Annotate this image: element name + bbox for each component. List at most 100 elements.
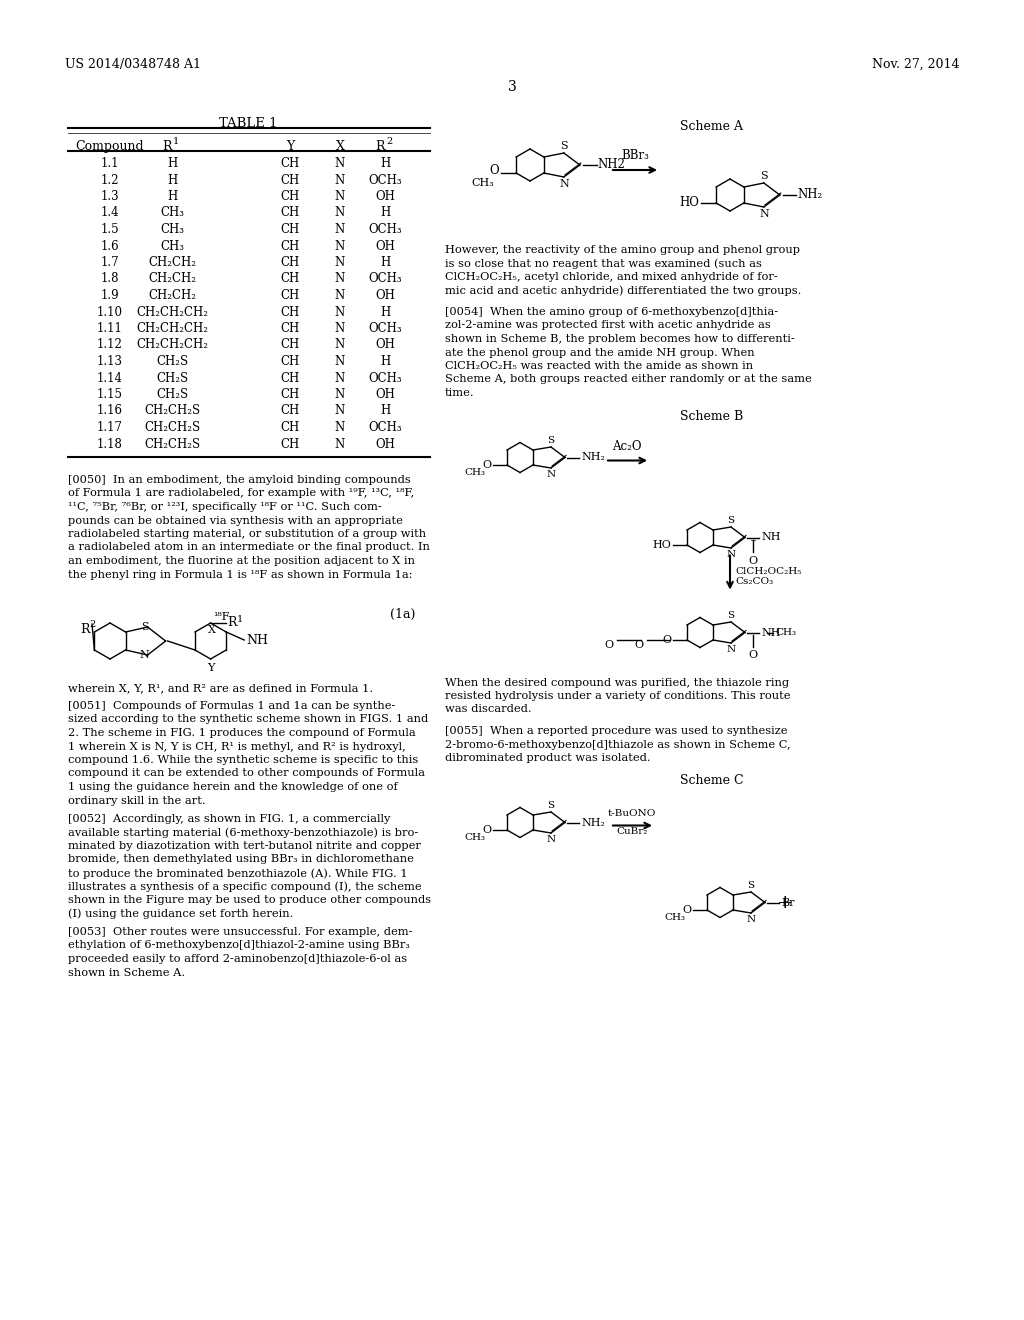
Text: N: N [335, 272, 345, 285]
Text: NH₂: NH₂ [798, 189, 823, 202]
Text: CH: CH [281, 206, 300, 219]
Text: [0053]  Other routes were unsuccessful. For example, dem-: [0053] Other routes were unsuccessful. F… [68, 927, 413, 937]
Text: Compound: Compound [76, 140, 144, 153]
Text: NH₂: NH₂ [581, 817, 605, 828]
Text: 1.6: 1.6 [100, 239, 120, 252]
Text: OCH₃: OCH₃ [369, 173, 401, 186]
Text: Cs₂CO₃: Cs₂CO₃ [735, 578, 773, 586]
Text: 1.4: 1.4 [100, 206, 120, 219]
Text: 1.11: 1.11 [97, 322, 123, 335]
Text: S: S [727, 516, 734, 525]
Text: R: R [227, 616, 238, 630]
Text: is so close that no reagent that was examined (such as: is so close that no reagent that was exa… [445, 259, 762, 269]
Text: of Formula 1 are radiolabeled, for example with ¹⁹F, ¹³C, ¹⁸F,: of Formula 1 are radiolabeled, for examp… [68, 488, 415, 499]
Text: N: N [726, 645, 735, 653]
Text: 2. The scheme in FIG. 1 produces the compound of Formula: 2. The scheme in FIG. 1 produces the com… [68, 729, 416, 738]
Text: OCH₃: OCH₃ [369, 421, 401, 434]
Text: HO: HO [679, 197, 699, 210]
Text: CH₂CH₂S: CH₂CH₂S [144, 404, 200, 417]
Text: O: O [482, 825, 492, 836]
Text: shown in Scheme A.: shown in Scheme A. [68, 968, 185, 978]
Text: R: R [80, 623, 89, 636]
Text: ¹¹C, ⁷⁵Br, ⁷⁶Br, or ¹²³I, specifically ¹⁸F or ¹¹C. Such com-: ¹¹C, ⁷⁵Br, ⁷⁶Br, or ¹²³I, specifically ¹… [68, 502, 382, 512]
Text: CH: CH [281, 338, 300, 351]
Text: [0052]  Accordingly, as shown in FIG. 1, a commercially: [0052] Accordingly, as shown in FIG. 1, … [68, 814, 390, 824]
Text: N: N [726, 550, 735, 558]
Text: CH₂CH₂S: CH₂CH₂S [144, 437, 200, 450]
Text: S: S [140, 622, 148, 632]
Text: Y: Y [286, 140, 294, 153]
Text: N: N [335, 338, 345, 351]
Text: H: H [380, 355, 390, 368]
Text: pounds can be obtained via synthesis with an appropriate: pounds can be obtained via synthesis wit… [68, 516, 402, 525]
Text: resisted hydrolysis under a variety of conditions. This route: resisted hydrolysis under a variety of c… [445, 690, 791, 701]
Text: CH: CH [281, 305, 300, 318]
Text: H: H [380, 305, 390, 318]
Text: N: N [335, 190, 345, 203]
Text: BBr₃: BBr₃ [622, 149, 649, 162]
Text: [0051]  Compounds of Formulas 1 and 1a can be synthe-: [0051] Compounds of Formulas 1 and 1a ca… [68, 701, 395, 711]
Text: CH₂CH₂: CH₂CH₂ [148, 289, 196, 302]
Text: 1.14: 1.14 [97, 371, 123, 384]
Text: CH₃: CH₃ [160, 239, 184, 252]
Text: N: N [335, 355, 345, 368]
Text: CH₃: CH₃ [665, 913, 685, 921]
Text: S: S [727, 611, 734, 620]
Text: CH₂CH₂CH₂: CH₂CH₂CH₂ [136, 305, 208, 318]
Text: NH: NH [246, 634, 268, 647]
Text: Scheme A, both groups reacted either randomly or at the same: Scheme A, both groups reacted either ran… [445, 375, 812, 384]
Text: S: S [548, 801, 555, 810]
Text: N: N [547, 470, 556, 479]
Text: a radiolabeled atom in an intermediate or the final product. In: a radiolabeled atom in an intermediate o… [68, 543, 430, 553]
Text: CH₂CH₂CH₂: CH₂CH₂CH₂ [136, 322, 208, 335]
Text: N: N [335, 157, 345, 170]
Text: 1.10: 1.10 [97, 305, 123, 318]
Text: CH: CH [281, 239, 300, 252]
Text: CH: CH [281, 190, 300, 203]
Text: 1.3: 1.3 [100, 190, 120, 203]
Text: shown in the Figure may be used to produce other compounds: shown in the Figure may be used to produ… [68, 895, 431, 906]
Text: 1.12: 1.12 [97, 338, 123, 351]
Text: +: + [777, 894, 794, 912]
Text: CH₂CH₂: CH₂CH₂ [148, 256, 196, 269]
Text: Br: Br [781, 898, 795, 908]
Text: 2: 2 [89, 620, 95, 630]
Text: ethylation of 6-methoxybenzo[d]thiazol-2-amine using BBr₃: ethylation of 6-methoxybenzo[d]thiazol-2… [68, 940, 410, 950]
Text: N: N [547, 836, 556, 843]
Text: OCH₃: OCH₃ [369, 272, 401, 285]
Text: compound it can be extended to other compounds of Formula: compound it can be extended to other com… [68, 768, 425, 779]
Text: ¹⁸F: ¹⁸F [213, 612, 229, 622]
Text: O: O [749, 651, 758, 660]
Text: 1.15: 1.15 [97, 388, 123, 401]
Text: 2: 2 [386, 137, 392, 147]
Text: OH: OH [375, 190, 395, 203]
Text: radiolabeled starting material, or substitution of a group with: radiolabeled starting material, or subst… [68, 529, 426, 539]
Text: CH₂S: CH₂S [156, 388, 188, 401]
Text: O: O [682, 906, 691, 915]
Text: OH: OH [375, 239, 395, 252]
Text: N: N [335, 256, 345, 269]
Text: S: S [548, 436, 555, 445]
Text: Y: Y [207, 663, 214, 673]
Text: N: N [335, 239, 345, 252]
Text: H: H [167, 190, 177, 203]
Text: CH: CH [281, 437, 300, 450]
Text: X: X [208, 624, 216, 635]
Text: 1.17: 1.17 [97, 421, 123, 434]
Text: 1: 1 [237, 615, 243, 624]
Text: OCH₃: OCH₃ [369, 371, 401, 384]
Text: However, the reactivity of the amino group and phenol group: However, the reactivity of the amino gro… [445, 246, 800, 255]
Text: NH₂: NH₂ [581, 453, 605, 462]
Text: CH: CH [281, 322, 300, 335]
Text: HO: HO [652, 540, 671, 550]
Text: CH: CH [281, 404, 300, 417]
Text: O: O [489, 165, 499, 177]
Text: 1: 1 [173, 137, 179, 147]
Text: O: O [604, 640, 613, 649]
Text: N: N [335, 421, 345, 434]
Text: CH₃: CH₃ [775, 628, 796, 638]
Text: was discarded.: was discarded. [445, 705, 531, 714]
Text: H: H [380, 206, 390, 219]
Text: NH2: NH2 [598, 158, 626, 172]
Text: N: N [335, 173, 345, 186]
